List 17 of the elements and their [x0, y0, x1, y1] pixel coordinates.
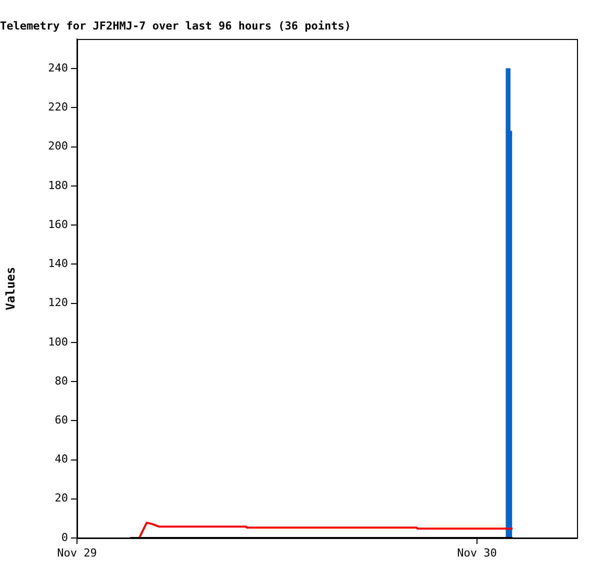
x-tick-label: Nov 29 [57, 546, 97, 560]
y-tick-label: 240 [48, 61, 68, 74]
y-tick-label: 120 [48, 296, 68, 310]
y-tick-label: 0 [61, 530, 68, 544]
y-tick-label: 40 [54, 452, 68, 466]
y-tick-label: 60 [54, 413, 68, 426]
y-tick-label: 160 [48, 218, 68, 231]
y-tick-label: 140 [48, 257, 68, 270]
y-tick-label: 100 [48, 335, 68, 348]
y-tick-label: 20 [54, 492, 68, 505]
y-tick-label: 80 [54, 374, 68, 388]
y-tick-label: 220 [48, 100, 68, 114]
y-tick-label: 180 [48, 178, 68, 192]
chart-title: Telemetry for JF2HMJ-7 over last 96 hours (36 points) [0, 19, 351, 32]
y-axis-title: Values [3, 266, 18, 310]
x-tick-label: Nov 30 [457, 546, 497, 560]
y-tick-label: 200 [48, 140, 68, 153]
